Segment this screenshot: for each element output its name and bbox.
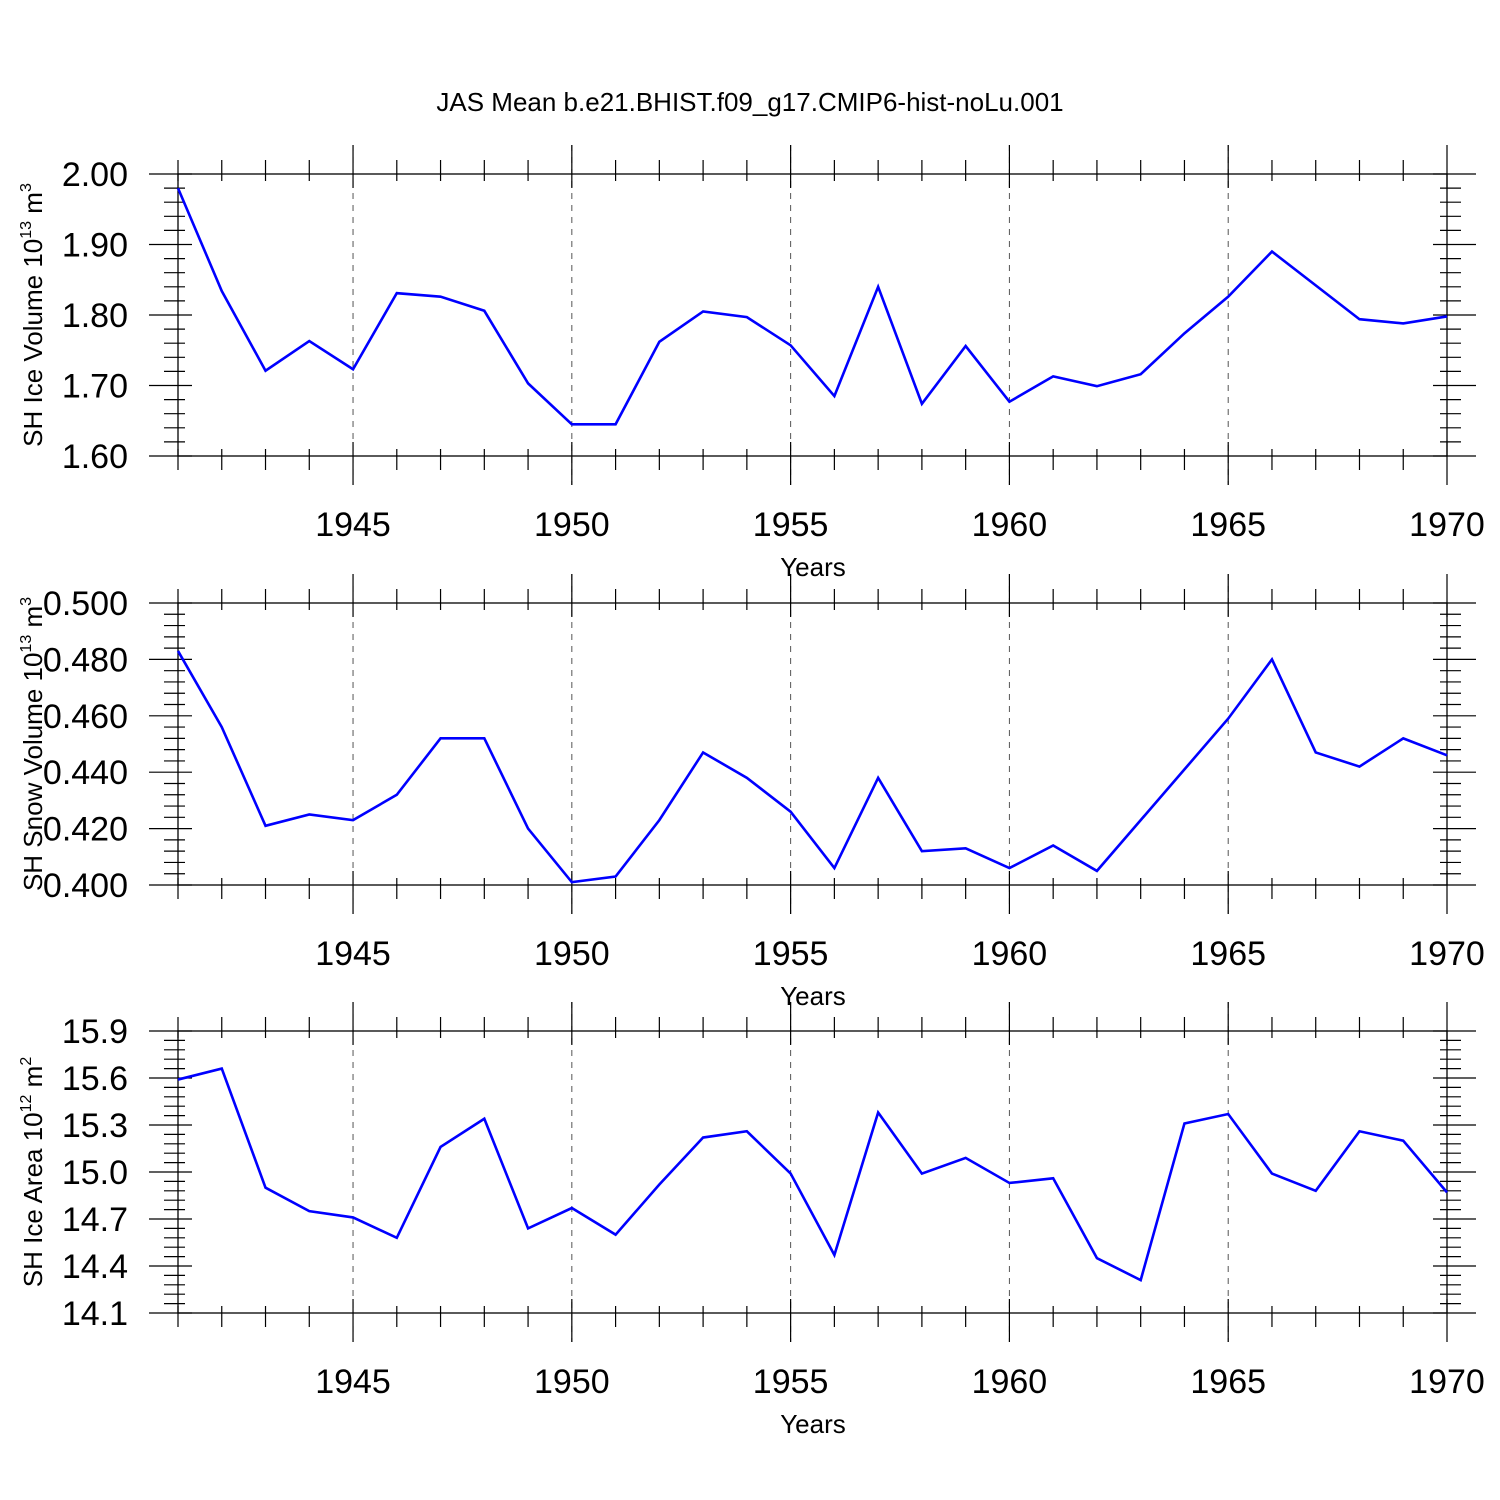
x-tick-label: 1960 xyxy=(972,1363,1048,1401)
panel-ice-area: 14.1 14.4 14.7 15.0 15.3 15.6 15.9 1945 1950 1955… xyxy=(18,1002,1485,1439)
series-line-snow-volume xyxy=(176,650,1448,884)
y-tick-label: 1.90 xyxy=(62,227,128,265)
y-tick-label: 0.480 xyxy=(43,641,128,679)
x-tick-label: 1965 xyxy=(1190,1363,1266,1401)
x-tick-label: 1970 xyxy=(1409,1363,1485,1401)
x-tick-label: 1965 xyxy=(1190,935,1266,973)
y-tick-label: 1.80 xyxy=(62,297,128,335)
y-axis-label-text: SH Snow Volume 10 xyxy=(18,653,48,891)
panel-ice-volume: 1.60 1.70 1.80 1.90 2.00 1945 1950 1955 1960 1965… xyxy=(18,145,1485,582)
x-tick-label: 1970 xyxy=(1409,506,1485,544)
series-line-ice-volume xyxy=(176,187,1448,426)
plot-frame xyxy=(177,173,1448,457)
x-tick-label: 1955 xyxy=(753,506,829,544)
y-tick-label: 15.6 xyxy=(62,1060,128,1098)
x-tick-label: 1955 xyxy=(753,1363,829,1401)
x-tick-label: 1955 xyxy=(753,935,829,973)
y-tick-label: 1.60 xyxy=(62,438,128,476)
y-axis-label-exponent: 13 xyxy=(18,221,35,239)
y-tick-label: 15.0 xyxy=(62,1154,128,1192)
y-tick-label: 14.7 xyxy=(62,1201,128,1239)
y-axis-label-text: SH Ice Volume 10 xyxy=(18,239,48,447)
series-line-ice-area xyxy=(177,1067,1448,1282)
x-tick-label: 1945 xyxy=(315,1363,391,1401)
figure-title: JAS Mean b.e21.BHIST.f09_g17.CMIP6-hist-… xyxy=(436,87,1063,117)
plot-frame xyxy=(177,1030,1448,1314)
x-tick-label: 1950 xyxy=(534,506,610,544)
panel-snow-volume: 0.400 0.420 0.440 0.460 0.480 0.500 1945 1950 19… xyxy=(18,574,1485,1011)
x-tick-label: 1960 xyxy=(972,506,1048,544)
y-axis-label-exponent: 12 xyxy=(18,1094,35,1112)
y-tick-label: 0.400 xyxy=(43,867,128,905)
x-tick-label: 1960 xyxy=(972,935,1048,973)
y-tick-label: 0.440 xyxy=(43,754,128,792)
y-tick-label: 1.70 xyxy=(62,368,128,406)
x-tick-label: 1945 xyxy=(315,506,391,544)
y-tick-label: 14.4 xyxy=(62,1248,128,1286)
y-axis-label: SH Snow Volume 1013 m3 xyxy=(18,597,48,891)
y-axis-label-unit-exponent: 2 xyxy=(18,1057,35,1066)
x-axis-label: Years xyxy=(780,1409,846,1439)
x-tick-label: 1950 xyxy=(534,935,610,973)
y-tick-label: 2.00 xyxy=(62,156,128,194)
y-axis-label-unit: m xyxy=(18,192,48,221)
y-tick-label: 15.9 xyxy=(62,1013,128,1051)
x-tick-label: 1965 xyxy=(1190,506,1266,544)
y-axis-label-unit-exponent: 3 xyxy=(18,597,35,606)
y-tick-label: 14.1 xyxy=(62,1295,128,1333)
y-axis-label-text: SH Ice Area 10 xyxy=(18,1112,48,1287)
y-axis-label-unit: m xyxy=(18,1066,48,1095)
x-tick-label: 1945 xyxy=(315,935,391,973)
y-tick-label: 0.500 xyxy=(43,585,128,623)
y-axis-label: SH Ice Area 1012 m2 xyxy=(18,1057,48,1288)
plot-frame xyxy=(177,602,1448,886)
y-tick-label: 15.3 xyxy=(62,1107,128,1145)
y-axis-label-unit: m xyxy=(18,606,48,635)
y-tick-label: 0.420 xyxy=(43,811,128,849)
y-axis-label: SH Ice Volume 1013 m3 xyxy=(18,183,48,447)
x-tick-label: 1950 xyxy=(534,1363,610,1401)
x-tick-label: 1970 xyxy=(1409,935,1485,973)
y-tick-label: 0.460 xyxy=(43,698,128,736)
y-axis-label-unit-exponent: 3 xyxy=(18,183,35,192)
y-axis-label-exponent: 13 xyxy=(18,635,35,653)
